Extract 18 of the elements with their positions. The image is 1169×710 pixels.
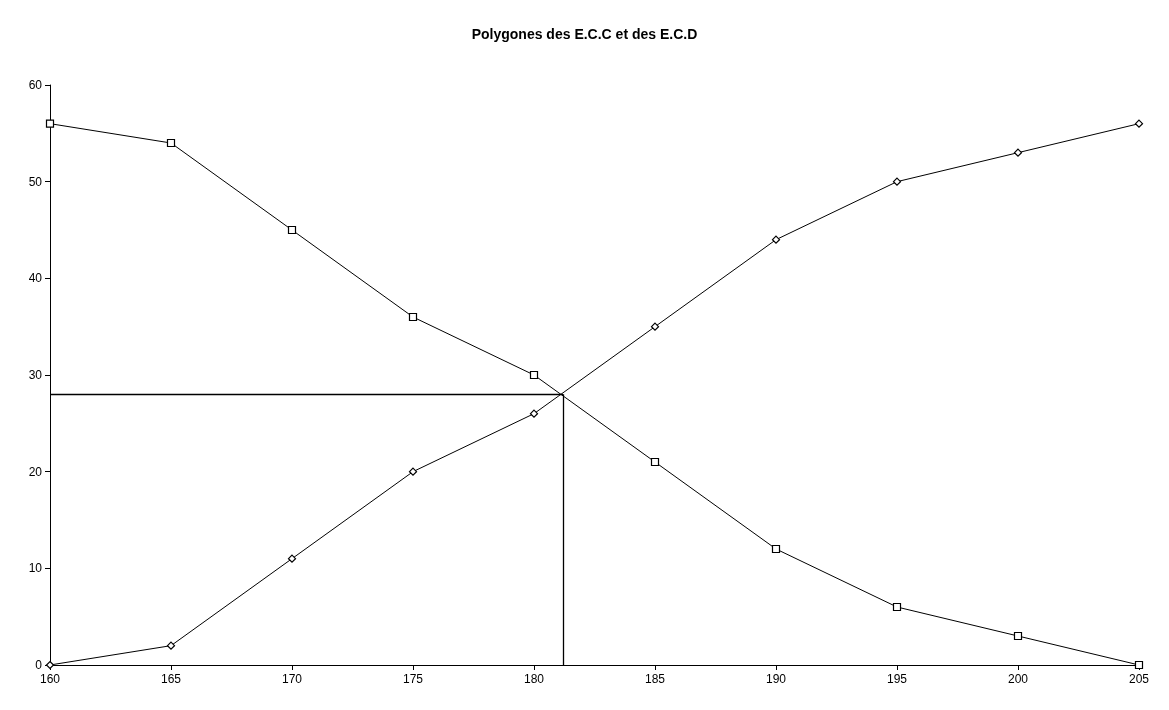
x-tick-label: 170 — [281, 672, 303, 686]
y-tick-label: 0 — [35, 658, 43, 672]
y-tick-label: 20 — [28, 464, 43, 479]
y-tick-label: 40 — [28, 271, 43, 286]
x-tick-label: 200 — [1007, 672, 1029, 686]
x-tick-label: 180 — [523, 672, 545, 686]
x-tick-label: 205 — [1128, 672, 1150, 686]
x-tick-label: 190 — [765, 672, 787, 686]
x-tick-label: 195 — [886, 672, 908, 686]
x-tick-label: 160 — [39, 672, 61, 686]
x-tick-label: 185 — [644, 672, 666, 686]
y-tick-label: 30 — [28, 368, 43, 382]
chart-title: Polygones des E.C.C et des E.C.D — [471, 26, 698, 42]
x-tick-label: 165 — [160, 672, 182, 686]
y-tick-label: 10 — [28, 561, 43, 576]
y-tick-label: 60 — [28, 78, 43, 92]
y-tick-label: 50 — [28, 174, 43, 189]
x-tick-label: 175 — [402, 672, 424, 686]
